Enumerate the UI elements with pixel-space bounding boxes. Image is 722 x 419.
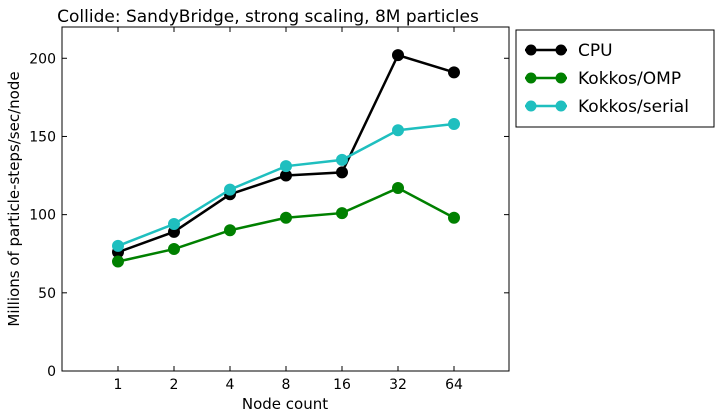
x-tick-label: 2 bbox=[170, 377, 179, 393]
plot-area bbox=[61, 26, 510, 372]
legend-label: Kokkos/OMP bbox=[578, 69, 681, 89]
x-tick-label: 64 bbox=[445, 377, 463, 393]
x-tick-label: 32 bbox=[389, 377, 407, 393]
data-point bbox=[392, 124, 404, 137]
y-tick-label: 0 bbox=[47, 364, 56, 380]
data-point bbox=[280, 160, 292, 173]
data-point bbox=[336, 153, 348, 166]
data-point bbox=[280, 211, 292, 224]
legend-marker bbox=[555, 44, 567, 56]
y-axis-label: Millions of particle-steps/sec/node bbox=[5, 71, 23, 326]
data-point bbox=[448, 66, 460, 79]
x-tick-label: 4 bbox=[226, 377, 235, 393]
series-kokkos-omp bbox=[112, 182, 460, 268]
x-tick-label: 16 bbox=[333, 377, 351, 393]
chart-title: Collide: SandyBridge, strong scaling, 8M… bbox=[57, 7, 479, 27]
data-point bbox=[224, 183, 236, 196]
data-point bbox=[112, 255, 124, 268]
data-series bbox=[112, 49, 460, 268]
data-point bbox=[448, 211, 460, 224]
x-tick-label: 8 bbox=[282, 377, 291, 393]
legend-label: Kokkos/serial bbox=[578, 97, 689, 117]
y-axis-ticks: 0 50 100 150 200 bbox=[29, 51, 509, 380]
y-tick-label: 100 bbox=[29, 208, 56, 224]
y-tick-label: 150 bbox=[29, 129, 56, 145]
legend: CPU Kokkos/OMP Kokkos/serial bbox=[515, 29, 715, 128]
series-kokkos-serial bbox=[112, 117, 460, 252]
legend-marker bbox=[525, 44, 537, 56]
data-point bbox=[336, 207, 348, 220]
data-point bbox=[168, 218, 180, 231]
data-point bbox=[112, 239, 124, 252]
y-tick-label: 50 bbox=[38, 286, 56, 302]
legend-marker bbox=[555, 72, 567, 84]
data-point bbox=[224, 224, 236, 237]
legend-label: CPU bbox=[578, 41, 613, 61]
legend-marker bbox=[555, 100, 567, 112]
y-tick-label: 200 bbox=[29, 51, 56, 67]
x-axis-ticks: 1 2 4 8 16 32 64 bbox=[114, 27, 463, 393]
data-point bbox=[448, 117, 460, 130]
legend-entry: CPU bbox=[525, 41, 613, 61]
data-point bbox=[392, 49, 404, 62]
data-point bbox=[392, 182, 404, 195]
data-point bbox=[168, 243, 180, 256]
data-point bbox=[336, 166, 348, 179]
legend-marker bbox=[525, 100, 537, 112]
legend-entry: Kokkos/serial bbox=[525, 97, 689, 117]
x-axis-label: Node count bbox=[242, 395, 328, 413]
x-tick-label: 1 bbox=[114, 377, 123, 393]
legend-entry: Kokkos/OMP bbox=[525, 69, 681, 89]
legend-marker bbox=[525, 72, 537, 84]
